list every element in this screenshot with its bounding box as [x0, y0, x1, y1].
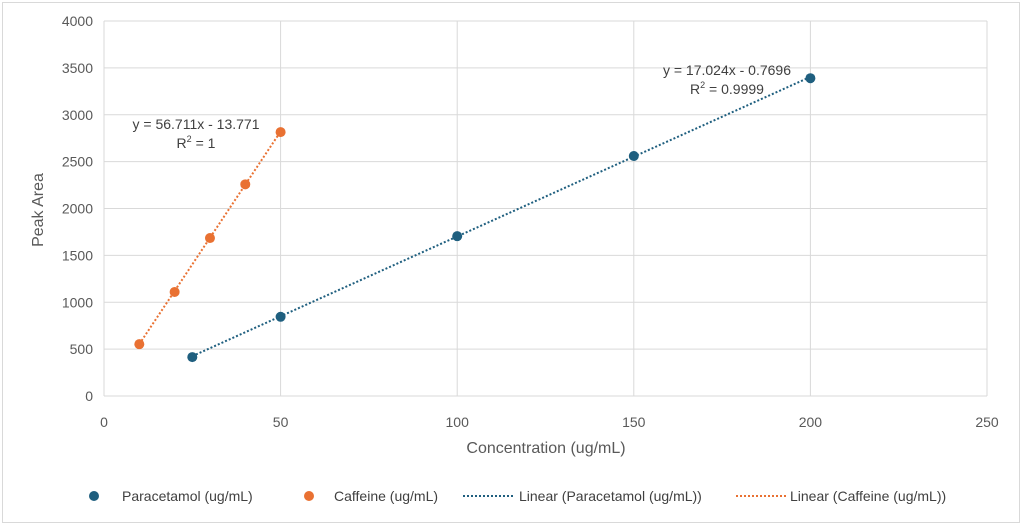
legend-item-linear-caffeine[interactable]: Linear (Caffeine (ug/mL))	[736, 488, 946, 504]
legend-marker-paracetamol	[89, 491, 99, 501]
y-tick-label-0: 0	[85, 388, 93, 404]
paracetamol-r2-value: = 0.9999	[705, 81, 764, 97]
paracetamol-equation: y = 17.024x - 0.7696	[663, 62, 791, 78]
legend-item-linear-paracetamol[interactable]: Linear (Paracetamol (ug/mL))	[463, 488, 702, 504]
caffeine-point-1	[169, 286, 180, 297]
y-tick-label-2500: 2500	[62, 154, 93, 170]
x-tick-label-200: 200	[799, 414, 823, 430]
y-tick-label-500: 500	[70, 341, 94, 357]
caffeine-r2: R2 = 1	[177, 134, 216, 151]
chart-container: 0 500 1000 1500 2000 2500 3000 3500 4000 0 50 100 15…	[2, 2, 1020, 523]
legend-label-paracetamol: Paracetamol (ug/mL)	[122, 488, 253, 504]
legend: Paracetamol (ug/mL) Caffeine (ug/mL) Lin…	[89, 488, 946, 504]
caffeine-r2-sup: 2	[187, 134, 192, 144]
caffeine-trendline	[138, 130, 282, 345]
legend-item-caffeine[interactable]: Caffeine (ug/mL)	[304, 488, 438, 504]
trendlines	[138, 75, 811, 358]
caffeine-point-0	[134, 339, 145, 350]
y-tick-label-1500: 1500	[62, 247, 93, 263]
caffeine-point-3	[240, 179, 251, 190]
legend-label-linear-paracetamol: Linear (Paracetamol (ug/mL))	[519, 488, 702, 504]
x-tick-label-50: 50	[273, 414, 289, 430]
y-tick-label-3000: 3000	[62, 107, 93, 123]
y-tick-label-3500: 3500	[62, 60, 93, 76]
x-tick-label-150: 150	[622, 414, 646, 430]
x-tick-label-0: 0	[100, 414, 108, 430]
y-tick-label-1000: 1000	[62, 294, 93, 310]
paracetamol-r2-label: R	[690, 81, 700, 97]
paracetamol-point-3	[628, 151, 639, 161]
paracetamol-r2-sup: 2	[700, 80, 705, 90]
x-axis-title: Concentration (ug/mL)	[466, 440, 625, 457]
y-tick-label-2000: 2000	[62, 201, 93, 217]
scatter-chart: 0 500 1000 1500 2000 2500 3000 3500 4000 0 50 100 15…	[30, 13, 999, 504]
gridlines	[103, 20, 988, 397]
legend-label-linear-caffeine: Linear (Caffeine (ug/mL))	[790, 488, 946, 504]
paracetamol-trendline	[191, 75, 811, 358]
paracetamol-point-1	[275, 311, 286, 322]
data-points	[134, 73, 816, 363]
y-axis-title: Peak Area	[30, 173, 47, 247]
paracetamol-point-0	[187, 352, 198, 363]
legend-label-caffeine: Caffeine (ug/mL)	[334, 488, 438, 504]
paracetamol-point-2	[452, 231, 463, 242]
caffeine-equation-label: y = 56.711x - 13.771 R2 = 1	[133, 116, 260, 151]
legend-marker-caffeine	[304, 491, 314, 501]
legend-item-paracetamol[interactable]: Paracetamol (ug/mL)	[89, 488, 253, 504]
paracetamol-equation-label: y = 17.024x - 0.7696 R2 = 0.9999	[663, 62, 791, 97]
caffeine-point-4	[275, 127, 286, 138]
y-tick-label-4000: 4000	[62, 13, 93, 29]
paracetamol-r2: R2 = 0.9999	[690, 80, 764, 97]
caffeine-r2-value: = 1	[192, 135, 216, 151]
x-tick-label-100: 100	[446, 414, 470, 430]
x-tick-label-250: 250	[975, 414, 999, 430]
caffeine-equation: y = 56.711x - 13.771	[133, 116, 260, 132]
tick-labels: 0 500 1000 1500 2000 2500 3000 3500 4000 0 50 100 15…	[62, 13, 999, 430]
paracetamol-point-4	[805, 73, 816, 84]
caffeine-point-2	[204, 233, 215, 244]
caffeine-r2-label: R	[177, 135, 187, 151]
